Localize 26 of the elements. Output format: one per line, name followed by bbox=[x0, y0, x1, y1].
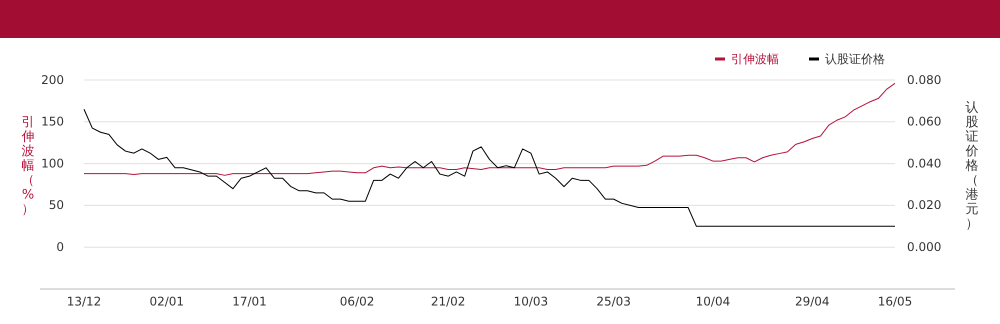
x-tick-label: 21/02 bbox=[430, 294, 466, 309]
y-tick-label: 200 bbox=[41, 72, 64, 87]
y-axis-title: 引伸波幅（%） bbox=[20, 114, 34, 217]
x-tick-label: 17/01 bbox=[232, 294, 267, 309]
x-tick-label: 06/02 bbox=[340, 294, 374, 309]
y-tick-label: 0 bbox=[56, 240, 64, 254]
line-series bbox=[84, 82, 896, 176]
legend-label: 引伸波幅 bbox=[731, 52, 779, 66]
x-tick-label: 02/01 bbox=[149, 294, 184, 309]
line-series bbox=[84, 108, 896, 227]
x-tick-label: 25/03 bbox=[596, 294, 631, 309]
x-tick-label: 10/03 bbox=[514, 294, 548, 309]
y2-tick-label: 0.080 bbox=[907, 72, 942, 87]
x-tick-label: 29/04 bbox=[794, 294, 830, 309]
legend-label: 认股证价格 bbox=[825, 52, 885, 66]
y-tick-label: 100 bbox=[41, 156, 64, 170]
y-tick-label: 50 bbox=[48, 198, 64, 212]
x-tick-label: 10/04 bbox=[696, 294, 730, 309]
y2-tick-label: 0.000 bbox=[907, 240, 942, 254]
text: 认股证价格（港元） bbox=[966, 100, 978, 232]
y2-tick-label: 0.040 bbox=[907, 156, 942, 170]
y2-tick-label: 0.060 bbox=[907, 114, 942, 129]
y-tick-label: 150 bbox=[41, 114, 64, 129]
x-tick-label: 16/05 bbox=[878, 294, 912, 309]
x-tick-label: 13/12 bbox=[66, 294, 102, 309]
y2-tick-label: 0.020 bbox=[907, 198, 942, 212]
